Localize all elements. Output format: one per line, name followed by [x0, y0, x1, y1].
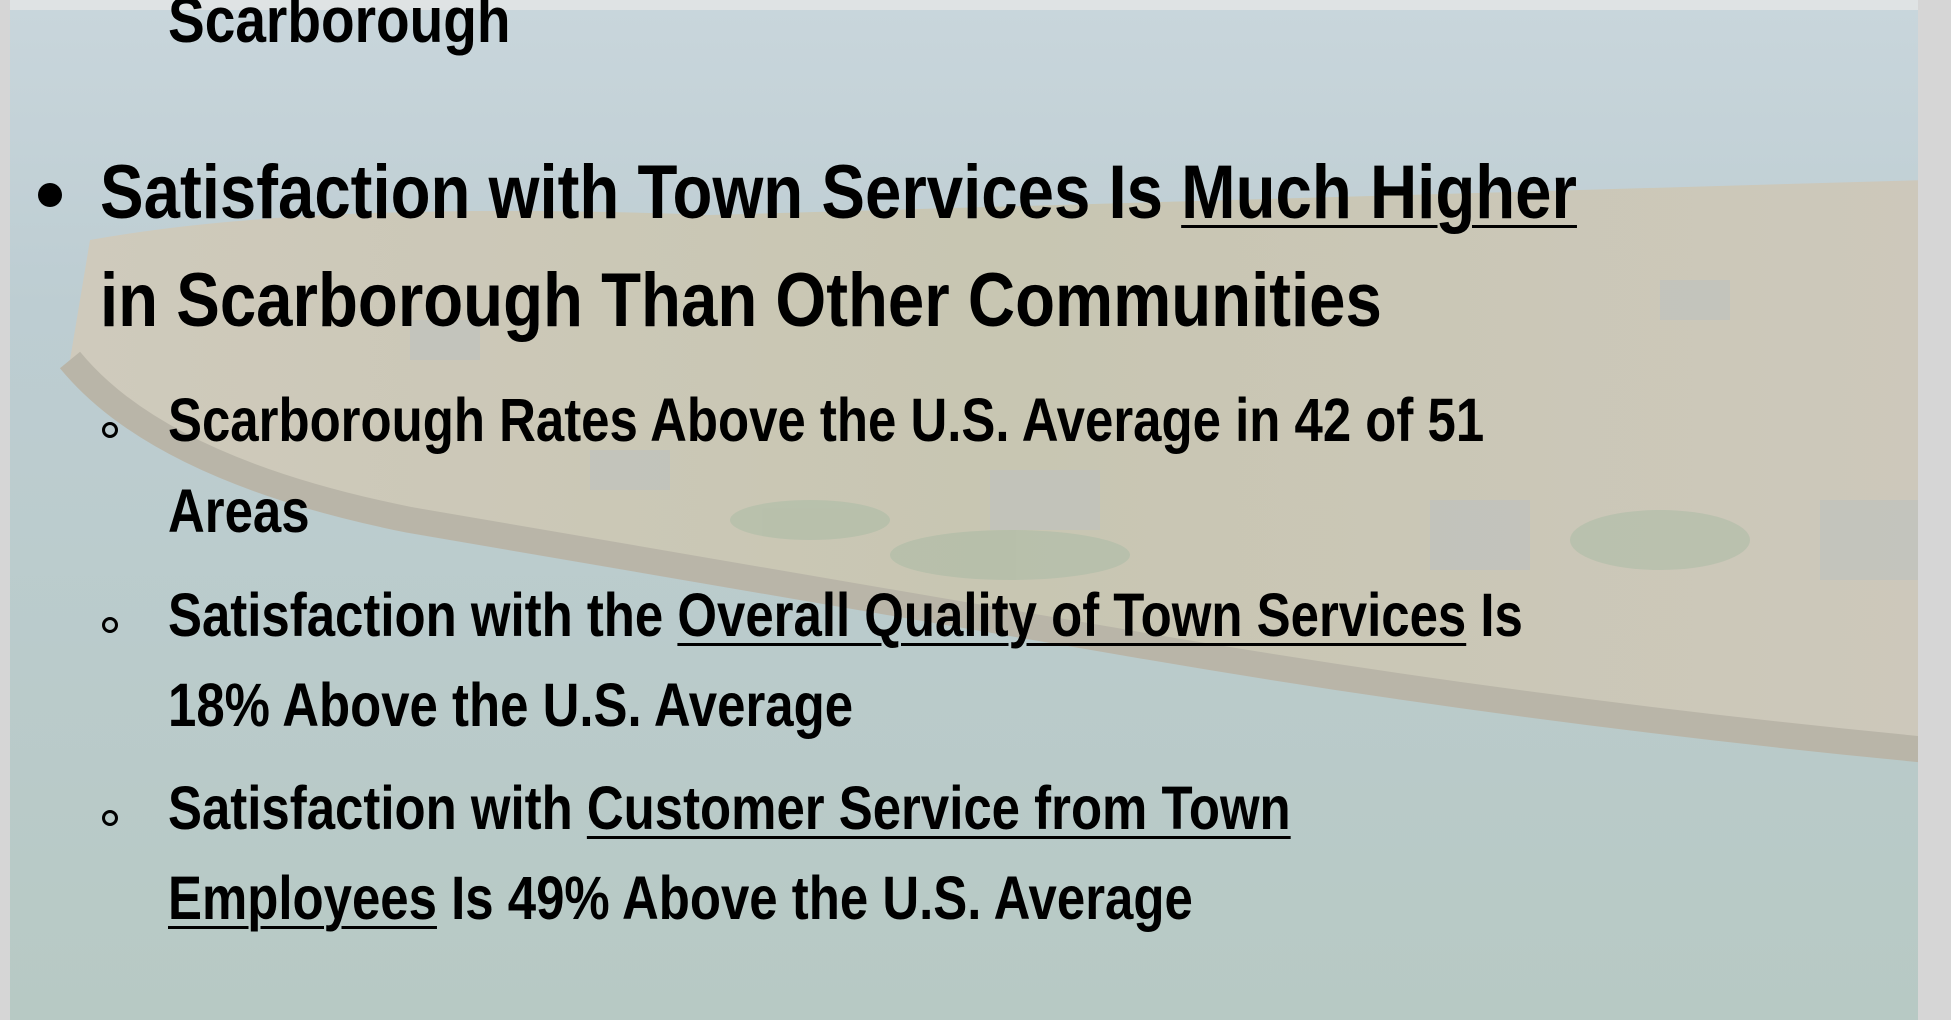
text-run: Is 49% Above the U.S. Average [437, 864, 1193, 932]
text-run: Areas [168, 477, 310, 545]
text-line: 18% Above the U.S. Average [168, 675, 853, 736]
text-line: in Scarborough Than Other Communities [100, 263, 1382, 339]
text-run: Is [1466, 581, 1523, 649]
underlined-text: Employees [168, 864, 437, 932]
text-run: Satisfaction with the [168, 581, 677, 649]
underlined-text: Overall Quality of Town Services [677, 581, 1466, 649]
text-run: Satisfaction with Town Services Is [100, 150, 1181, 235]
slide: Scarborough Satisfaction with Town Servic… [0, 0, 1951, 1020]
text-line: Satisfaction with Customer Service from … [168, 778, 1291, 839]
text-line: Employees Is 49% Above the U.S. Average [168, 868, 1193, 929]
text-line: Satisfaction with Town Services Is Much … [100, 155, 1577, 231]
text-line: Satisfaction with the Overall Quality of… [168, 585, 1523, 646]
bullet-dot [38, 183, 62, 207]
text-line: Areas [168, 481, 310, 542]
text-line: Scarborough Rates Above the U.S. Average… [168, 390, 1484, 451]
text-run: Satisfaction with [168, 774, 587, 842]
sub-bullet-circle [102, 810, 118, 826]
underlined-text: Customer Service from Town [587, 774, 1291, 842]
heading-fragment: Scarborough [168, 0, 510, 52]
text-run: 18% Above the U.S. Average [168, 671, 853, 739]
text-run: Scarborough Rates Above the U.S. Average… [168, 386, 1484, 454]
sub-bullet-circle [102, 617, 118, 633]
underlined-text: Much Higher [1181, 150, 1577, 235]
sub-bullet-circle [102, 422, 118, 438]
text-run: in Scarborough Than Other Communities [100, 258, 1382, 343]
